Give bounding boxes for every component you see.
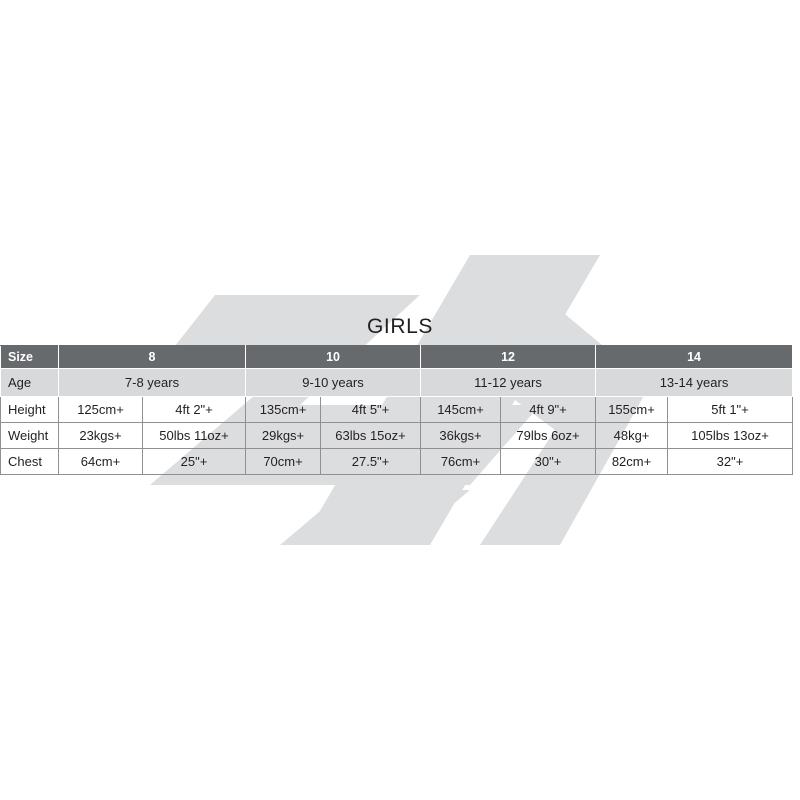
size-chart-table-wrapper: Size 8 10 12 14 Age 7-8 years 9-10 years… xyxy=(0,345,794,475)
weight-imperial-10: 63lbs 15oz+ xyxy=(320,422,422,449)
size-header-14: 14 xyxy=(595,345,794,369)
table-row-size: Size 8 10 12 14 xyxy=(0,345,794,369)
weight-metric-10: 29kgs+ xyxy=(245,422,322,449)
weight-metric-14: 48kg+ xyxy=(595,422,669,449)
chest-imperial-8: 25"+ xyxy=(141,448,247,475)
weight-imperial-8: 50lbs 11oz+ xyxy=(141,422,247,449)
chest-imperial-14: 32"+ xyxy=(667,448,794,475)
row-label-age: Age xyxy=(0,368,59,397)
row-label-chest: Chest xyxy=(0,448,59,475)
height-imperial-12: 4ft 9"+ xyxy=(500,396,597,423)
size-header-10: 10 xyxy=(245,345,422,369)
weight-metric-12: 36kgs+ xyxy=(420,422,502,449)
weight-metric-8: 23kgs+ xyxy=(58,422,143,449)
height-metric-10: 135cm+ xyxy=(245,396,322,423)
chest-metric-14: 82cm+ xyxy=(595,448,669,475)
table-row-age: Age 7-8 years 9-10 years 11-12 years 13-… xyxy=(0,368,794,397)
chest-metric-8: 64cm+ xyxy=(58,448,143,475)
height-metric-14: 155cm+ xyxy=(595,396,669,423)
height-imperial-10: 4ft 5"+ xyxy=(320,396,422,423)
weight-imperial-14: 105lbs 13oz+ xyxy=(667,422,794,449)
table-row-chest: Chest 64cm+ 25"+ 70cm+ 27.5"+ 76cm+ 30"+… xyxy=(0,448,794,475)
height-metric-12: 145cm+ xyxy=(420,396,502,423)
height-imperial-8: 4ft 2"+ xyxy=(141,396,247,423)
page-title: GIRLS xyxy=(366,315,434,338)
chest-imperial-12: 30"+ xyxy=(500,448,597,475)
chest-metric-10: 70cm+ xyxy=(245,448,322,475)
age-value-14: 13-14 years xyxy=(595,368,794,397)
row-label-height: Height xyxy=(0,396,59,423)
weight-imperial-12: 79lbs 6oz+ xyxy=(500,422,597,449)
age-value-8: 7-8 years xyxy=(57,368,247,397)
height-metric-8: 125cm+ xyxy=(58,396,143,423)
age-value-12: 11-12 years xyxy=(420,368,597,397)
size-header-8: 8 xyxy=(57,345,247,369)
table-row-weight: Weight 23kgs+ 50lbs 11oz+ 29kgs+ 63lbs 1… xyxy=(0,422,794,449)
height-imperial-14: 5ft 1"+ xyxy=(667,396,794,423)
size-chart-table: Size 8 10 12 14 Age 7-8 years 9-10 years… xyxy=(0,345,794,475)
row-label-weight: Weight xyxy=(0,422,59,449)
chest-metric-12: 76cm+ xyxy=(420,448,502,475)
table-row-height: Height 125cm+ 4ft 2"+ 135cm+ 4ft 5"+ 145… xyxy=(0,396,794,423)
chest-imperial-10: 27.5"+ xyxy=(320,448,422,475)
age-value-10: 9-10 years xyxy=(245,368,422,397)
size-header-12: 12 xyxy=(420,345,597,369)
row-label-size: Size xyxy=(0,345,59,369)
